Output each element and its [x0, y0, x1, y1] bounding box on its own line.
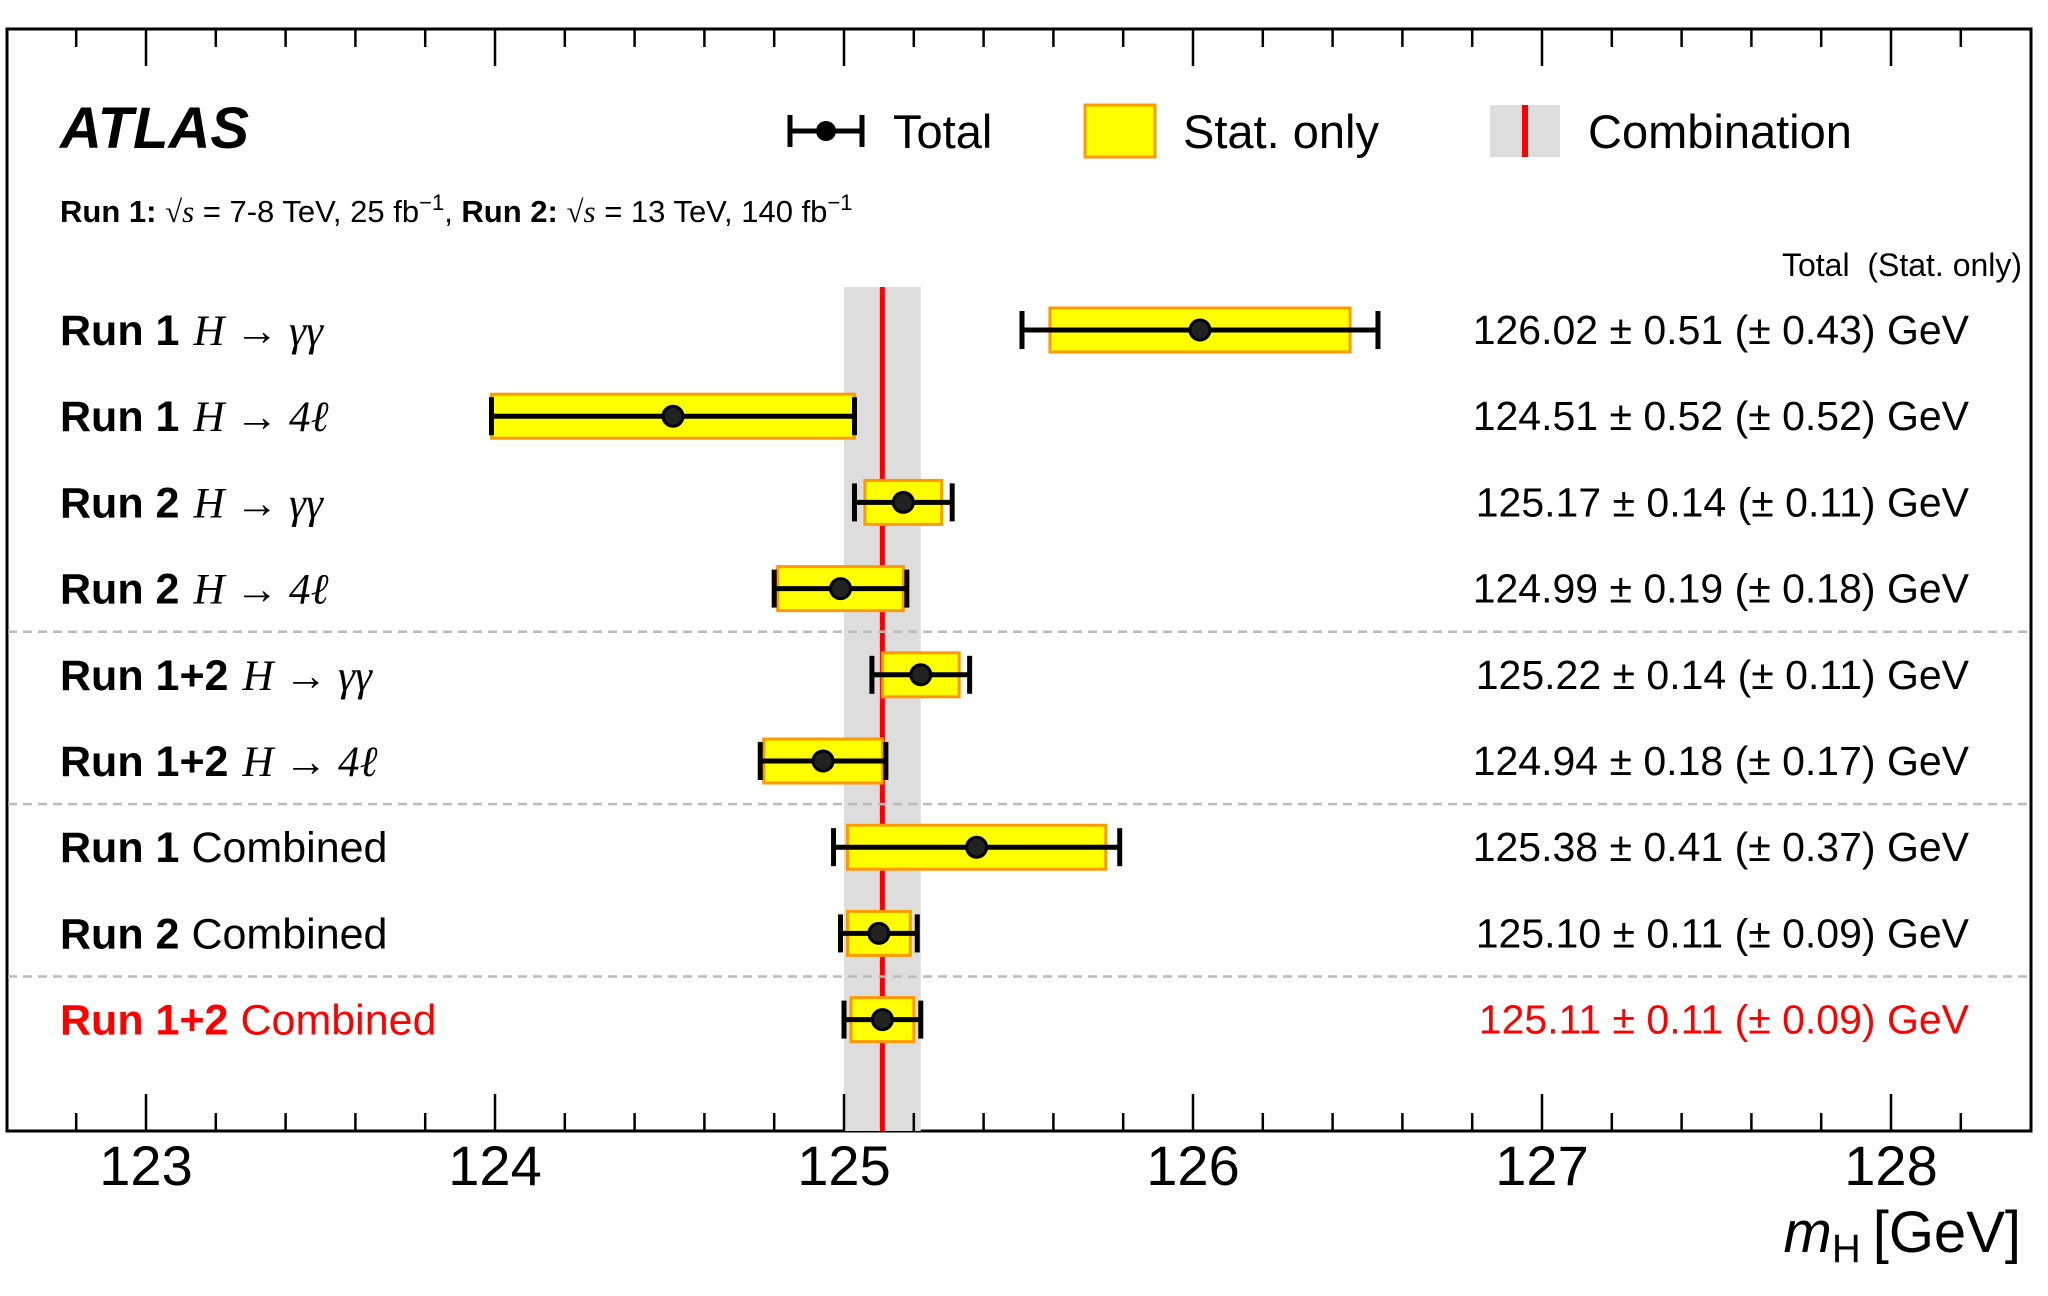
column-header: Total (Stat. only) — [1782, 247, 2022, 283]
data-row — [851, 478, 955, 526]
row-label: Run 1+2 H → 4ℓ — [60, 738, 378, 786]
xlabel-sub: H — [1832, 1227, 1861, 1271]
run1-text: = 7-8 TeV, 25 fb — [203, 194, 419, 229]
legend-combination-icon — [1490, 105, 1560, 157]
row-label-run: Run 1 — [60, 393, 179, 441]
row-value: 125.38 ± 0.41 (± 0.37) GeV — [1473, 824, 1970, 870]
row-label: Run 2 H → γγ — [60, 479, 324, 527]
data-row — [869, 651, 973, 699]
data-point — [811, 749, 835, 773]
data-point — [891, 490, 915, 514]
row-label: Run 1+2 Combined — [60, 997, 436, 1045]
data-row — [841, 996, 924, 1044]
legend-total: Total — [893, 105, 992, 158]
row-label-process: H → 4ℓ — [192, 567, 328, 614]
row-label-process: H → γγ — [192, 480, 323, 527]
data-row — [838, 909, 920, 957]
row-label-text: Combined — [191, 910, 387, 958]
x-tick-label: 125 — [797, 1134, 890, 1197]
row-label: Run 1+2 H → γγ — [60, 652, 373, 700]
data-row — [831, 823, 1123, 871]
legend-stat: Stat. only — [1183, 105, 1379, 158]
data-row — [771, 565, 910, 613]
row-label-process: H → γγ — [192, 308, 323, 355]
row-label: Run 1 Combined — [60, 824, 387, 872]
data-point — [909, 663, 933, 687]
row-value: 125.17 ± 0.14 (± 0.11) GeV — [1476, 479, 1970, 525]
data-row — [757, 737, 889, 785]
x-tick-label: 123 — [99, 1134, 192, 1197]
x-tick-label: 124 — [448, 1134, 541, 1197]
row-value: 125.10 ± 0.11 (± 0.09) GeV — [1476, 910, 1970, 956]
legend-total-icon — [787, 115, 865, 147]
data-point — [870, 1008, 894, 1032]
row-label: Run 1 H → 4ℓ — [60, 393, 329, 441]
xlabel-unit: [GeV] — [1873, 1200, 2021, 1265]
row-label-run: Run 2 — [60, 566, 179, 614]
data-row — [1019, 306, 1381, 354]
legend: Total Stat. only Combination — [787, 103, 1852, 159]
run2-text: = 13 TeV, 140 fb — [604, 194, 827, 229]
run2-label: Run 2: — [461, 194, 557, 229]
row-label-run: Run 1 — [60, 307, 179, 355]
row-label-run: Run 1+2 — [60, 652, 228, 700]
row-label-run: Run 1 — [60, 824, 179, 872]
atlas-logo: ATLAS — [58, 96, 249, 161]
row-value: 124.51 ± 0.52 (± 0.52) GeV — [1473, 393, 1970, 439]
row-value: 126.02 ± 0.51 (± 0.43) GeV — [1473, 307, 1970, 353]
row-label-run: Run 1+2 — [60, 738, 228, 786]
plot-frame — [5, 27, 2033, 1133]
row-label-process: H → 4ℓ — [192, 394, 328, 441]
row-label-run: Run 2 — [60, 479, 179, 527]
data-point — [829, 577, 853, 601]
row-label: Run 2 Combined — [60, 910, 387, 958]
row-label-text: Combined — [240, 997, 436, 1045]
x-axis-label: mH [GeV] — [1783, 1200, 2021, 1271]
row-value: 124.94 ± 0.18 (± 0.17) GeV — [1473, 738, 1970, 784]
data-row — [489, 392, 857, 440]
subtitle: Run 1: √s = 7-8 TeV, 25 fb−1, Run 2: √s … — [60, 190, 853, 229]
xlabel-m: m — [1783, 1200, 1831, 1265]
data-point — [965, 835, 989, 859]
row-value: 125.22 ± 0.14 (± 0.11) GeV — [1476, 652, 1970, 698]
legend-stat-icon — [1083, 103, 1157, 159]
sup: −1 — [827, 190, 852, 215]
row-value: 124.99 ± 0.19 (± 0.18) GeV — [1473, 566, 1970, 612]
row-label-run: Run 2 — [60, 910, 179, 958]
row-value: 125.11 ± 0.11 (± 0.09) GeV — [1479, 997, 1970, 1043]
sup: −1 — [419, 190, 444, 215]
data-point — [661, 404, 685, 428]
row-label: Run 2 H → 4ℓ — [60, 566, 329, 614]
legend-combination: Combination — [1588, 105, 1852, 158]
x-tick-label: 128 — [1844, 1134, 1937, 1197]
row-label-text: Combined — [191, 824, 387, 872]
data-point — [1188, 318, 1212, 342]
sqrt-s: √s — [165, 194, 194, 229]
x-tick-label: 126 — [1146, 1134, 1239, 1197]
run1-label: Run 1: — [60, 194, 156, 229]
sqrt-s: √s — [566, 194, 595, 229]
row-label-process: H → γγ — [241, 653, 372, 700]
row-label-process: H → 4ℓ — [241, 739, 377, 786]
data-point — [867, 921, 891, 945]
row-label-run: Run 1+2 — [60, 997, 228, 1045]
x-tick-label: 127 — [1495, 1134, 1588, 1197]
row-label: Run 1 H → γγ — [60, 307, 324, 355]
